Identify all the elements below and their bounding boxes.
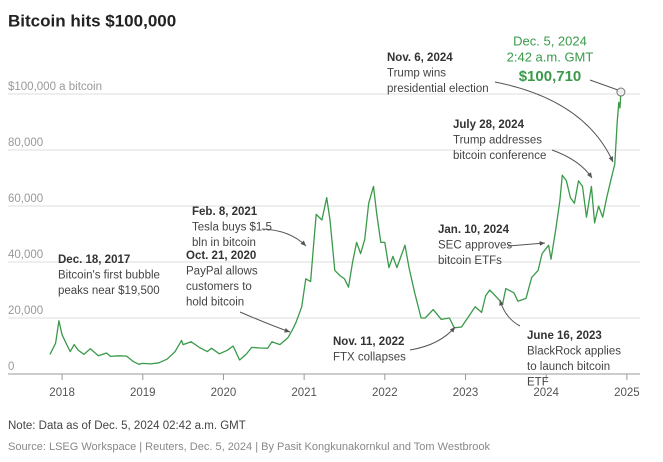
annotation-text: PayPal allows	[186, 266, 258, 278]
annotation-title: Oct. 21, 2020	[186, 250, 256, 262]
source: Source: LSEG Workspace | Reuters, Dec. 5…	[8, 441, 491, 453]
arrow	[409, 326, 456, 351]
x-tick-label: 2024	[533, 387, 559, 399]
annotation-text: FTX collapses	[333, 352, 406, 364]
annotation-text: Tesla buys $1.5	[192, 222, 272, 234]
arrow	[507, 241, 546, 247]
annotation-text: BlackRock applies	[527, 346, 621, 358]
y-tick-label: $100,000 a bitcoin	[8, 81, 102, 93]
y-tick-label: 60,000	[8, 193, 43, 205]
annotation-title: Nov. 11, 2022	[333, 336, 404, 348]
annotation-text: ETF	[527, 377, 549, 389]
annotation-title: Jan. 10, 2024	[438, 224, 510, 236]
annotation-text: bln in bitcoin	[192, 237, 256, 249]
annotation-title: Dec. 18, 2017	[58, 254, 130, 266]
leader	[589, 79, 619, 91]
arrow	[499, 299, 521, 327]
y-tick-label: 80,000	[8, 137, 43, 149]
chart-title: Bitcoin hits $100,000	[8, 11, 176, 30]
x-tick-label: 2018	[49, 387, 75, 399]
annotation-text: SEC approves	[438, 240, 512, 252]
highlight-date: Dec. 5, 2024	[513, 33, 587, 48]
annotation-title: July 28, 2024	[453, 119, 525, 131]
y-tick-label: 20,000	[8, 305, 43, 317]
price-line	[49, 91, 622, 365]
y-tick-label: 0	[8, 361, 14, 373]
highlight-point	[616, 87, 626, 97]
annotation-title: Nov. 6, 2024	[387, 52, 453, 64]
highlight-time: 2:42 a.m. GMT	[507, 49, 594, 64]
annotation-title: June 16, 2023	[527, 330, 602, 342]
highlight-value: $100,710	[519, 68, 582, 85]
annotation-text: to launch bitcoin	[527, 361, 610, 373]
annotation-text: presidential election	[387, 83, 489, 95]
arrow	[494, 81, 614, 163]
x-tick-label: 2020	[211, 387, 237, 399]
annotation-text: customers to	[186, 281, 252, 293]
annotation-text: bitcoin ETFs	[438, 255, 502, 267]
x-tick-label: 2023	[453, 387, 479, 399]
arrow	[239, 311, 291, 333]
annotation-text: peaks near $19,500	[58, 285, 160, 297]
annotation-text: Trump wins	[387, 68, 446, 80]
annotation-text: bitcoin conference	[453, 150, 546, 162]
x-tick-label: 2022	[372, 387, 398, 399]
y-tick-label: 40,000	[8, 249, 43, 261]
x-tick-label: 2021	[291, 387, 317, 399]
note: Note: Data as of Dec. 5, 2024 02:42 a.m.…	[8, 420, 246, 432]
x-tick-label: 2025	[614, 387, 640, 399]
annotation-title: Feb. 8, 2021	[192, 206, 258, 218]
x-tick-label: 2019	[130, 387, 156, 399]
annotation-text: Bitcoin's first bubble	[58, 270, 160, 282]
annotation-text: Trump addresses	[453, 135, 542, 147]
annotation-text: hold bitcoin	[186, 297, 244, 309]
arrow	[261, 228, 307, 247]
arrow	[551, 149, 593, 179]
